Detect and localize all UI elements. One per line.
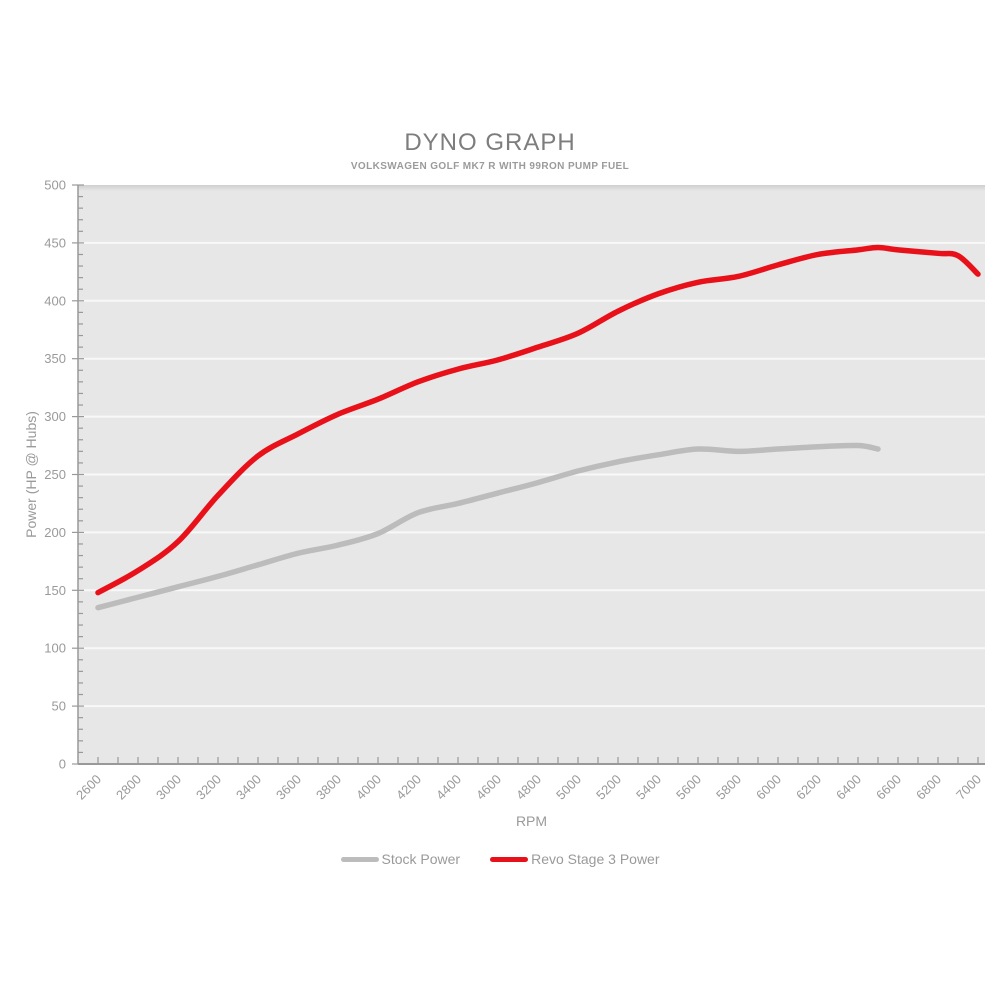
x-axis-tick-label: 5400 — [633, 772, 664, 803]
x-axis-tick-label: 6600 — [873, 772, 904, 803]
x-axis-tick-label: 4600 — [473, 772, 504, 803]
y-axis-tick-label: 300 — [44, 409, 66, 424]
legend-label: Stock Power — [381, 851, 461, 867]
legend-item-revo-stage-3-power[interactable]: Revo Stage 3 Power — [490, 851, 660, 867]
x-axis-tick-label: 5600 — [673, 772, 704, 803]
y-axis-tick-label: 400 — [44, 293, 66, 308]
series-line-stock-power — [95, 442, 881, 611]
x-axis-tick-label: 3200 — [193, 772, 224, 803]
x-axis-tick-label: 6000 — [753, 772, 784, 803]
x-axis-tick-label: 6200 — [793, 772, 824, 803]
x-axis-title: RPM — [516, 813, 547, 829]
x-axis-tick-label: 2600 — [73, 772, 104, 803]
y-axis-tick-label: 150 — [44, 583, 66, 598]
x-axis-tick-label: 6800 — [913, 772, 944, 803]
x-axis-tick-label: 5200 — [593, 772, 624, 803]
stock-power-line-swatch-icon — [340, 856, 379, 862]
x-axis-tick-label: 6400 — [833, 772, 864, 803]
x-axis-tick-label: 4400 — [433, 772, 464, 803]
y-axis-tick-label: 350 — [44, 351, 66, 366]
y-axis-tick-label: 0 — [59, 757, 66, 772]
y-axis-tick-label: 50 — [52, 699, 66, 714]
plot-top-shade — [78, 185, 985, 191]
legend-item-stock-power[interactable]: Stock Power — [340, 851, 461, 867]
y-axis-tick-label: 200 — [44, 525, 66, 540]
x-axis-tick-label: 2800 — [113, 772, 144, 803]
x-axis-tick-label: 5000 — [553, 772, 584, 803]
x-axis-tick-label: 4800 — [513, 772, 544, 803]
y-axis-tick-label: 250 — [44, 467, 66, 482]
x-axis-tick-label: 4000 — [353, 772, 384, 803]
chart-title: DYNO GRAPH — [404, 129, 576, 156]
chart-legend: Stock Power Revo Stage 3 Power — [0, 851, 1000, 867]
x-axis-tick-label: 7000 — [953, 772, 984, 803]
x-axis-tick-label: 3800 — [313, 772, 344, 803]
legend-label: Revo Stage 3 Power — [531, 851, 660, 867]
series-line-revo-stage-3-power — [95, 244, 981, 596]
y-axis-tick-label: 100 — [44, 641, 66, 656]
y-axis-tick-label: 450 — [44, 235, 66, 250]
x-axis-tick-label: 5800 — [713, 772, 744, 803]
x-axis-tick-label: 3000 — [153, 772, 184, 803]
x-axis-tick-label: 4200 — [393, 772, 424, 803]
revo-stage-3-power-line-swatch-icon — [490, 856, 529, 862]
x-axis-tick-label: 3400 — [233, 772, 264, 803]
x-axis-tick-label: 3600 — [273, 772, 304, 803]
chart-subtitle: VOLKSWAGEN GOLF MK7 R WITH 99RON PUMP FU… — [350, 161, 630, 173]
chart-header: DYNO GRAPH VOLKSWAGEN GOLF MK7 R WITH 99… — [0, 129, 980, 173]
y-axis-tick-label: 500 — [44, 178, 66, 193]
y-axis-title: Power (HP @ Hubs) — [23, 411, 39, 538]
